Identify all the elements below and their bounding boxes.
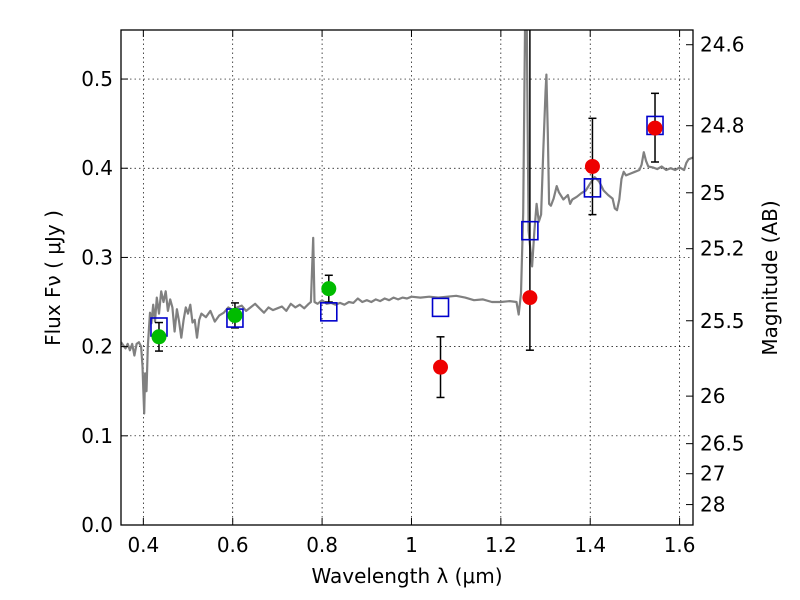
right-tick-label: 26.5 <box>700 432 745 456</box>
observed-flux-point <box>584 158 600 174</box>
observed-flux-point <box>522 290 538 306</box>
plot-background <box>121 30 693 525</box>
right-axis-title: Magnitude (AB) <box>758 200 782 355</box>
x-tick-label: 0.6 <box>217 533 249 557</box>
x-tick-label: 1 <box>405 533 418 557</box>
model-photometry-square <box>521 220 539 241</box>
x-tick-label: 0.8 <box>306 533 338 557</box>
right-tick-label: 24.8 <box>700 114 745 138</box>
right-tick-label: 25.5 <box>700 309 745 333</box>
x-axis-title: Wavelength λ (μm) <box>311 564 502 588</box>
model-photometry-square <box>431 297 450 318</box>
right-tick-label: 25.2 <box>700 237 745 261</box>
model-spectrum-line <box>121 30 693 415</box>
right-tick-label: 26 <box>700 384 725 408</box>
y-tick-label: 0.0 <box>81 513 113 537</box>
x-tick-label: 1.6 <box>664 533 696 557</box>
right-tick-label: 24.6 <box>700 33 745 57</box>
ticks: 0.4 0.6 0.8 1 1.2 1.4 1.6 0.0 0.1 0.2 0.3 0.4 0.5 24.… <box>81 30 745 557</box>
x-tick-label: 1.4 <box>574 533 606 557</box>
plot-frame <box>120 29 694 526</box>
x-tick-label: 1.2 <box>485 533 517 557</box>
right-tick-label: 27 <box>700 462 725 486</box>
y-tick-label: 0.2 <box>81 335 113 359</box>
right-tick-label: 28 <box>700 493 725 517</box>
model-photometry-square <box>583 178 602 198</box>
grid-lines <box>121 30 693 526</box>
y-tick-label: 0.3 <box>81 245 113 269</box>
model-photometry-square <box>319 302 338 322</box>
y-tick-label: 0.4 <box>81 156 113 180</box>
y-tick-label: 0.5 <box>81 67 113 91</box>
right-tick-label: 25 <box>700 181 725 205</box>
observed-flux-point <box>433 359 449 375</box>
observed-flux-point <box>647 120 663 136</box>
errorbar-layer <box>150 30 664 399</box>
observed-flux-point <box>227 307 243 323</box>
observed-flux-point <box>321 281 337 297</box>
y-tick-label: 0.1 <box>81 424 113 448</box>
data-layer <box>121 30 693 415</box>
y-axis-title: Flux Fν ( μJy ) <box>41 210 65 346</box>
x-tick-label: 0.4 <box>127 533 159 557</box>
observed-flux-point <box>151 329 167 345</box>
